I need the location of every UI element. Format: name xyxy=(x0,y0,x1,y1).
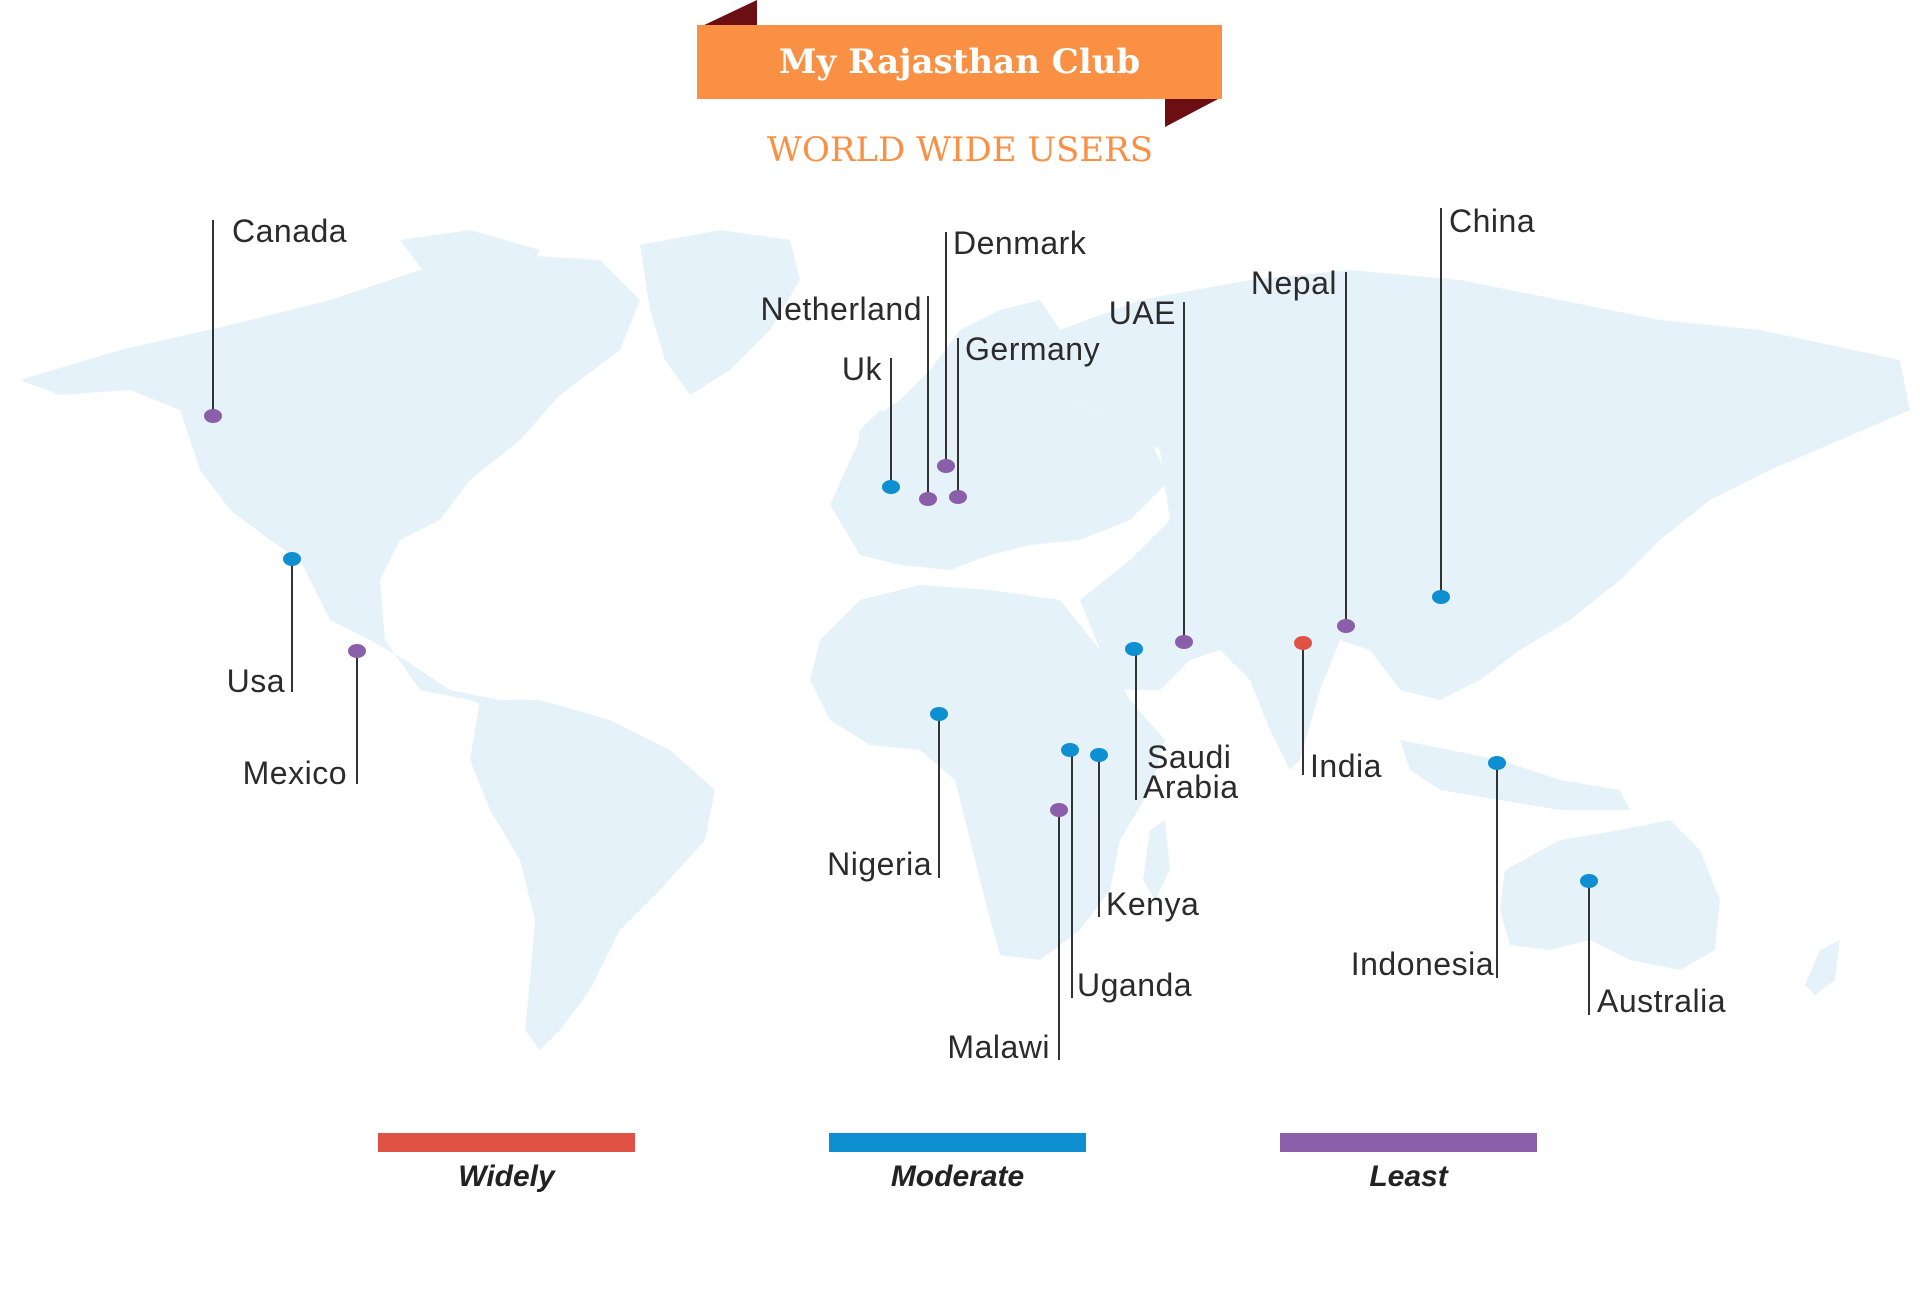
legend-label-moderate: Moderate xyxy=(890,1160,1025,1193)
marker-canada: Canada xyxy=(204,213,347,423)
banner-ribbon xyxy=(700,0,1220,127)
marker-uk: Uk xyxy=(842,351,900,494)
country-label: Malawi xyxy=(947,1029,1050,1065)
country-label: Canada xyxy=(232,213,347,249)
country-label: Uk xyxy=(842,351,883,387)
marker-uganda: Uganda xyxy=(1061,743,1192,1003)
marker-germany: Germany xyxy=(949,331,1100,504)
country-label: India xyxy=(1310,748,1382,784)
brand-title: My Rajasthan Club xyxy=(778,42,1141,82)
country-label: Germany xyxy=(965,331,1100,367)
australia-landmass xyxy=(1500,820,1720,970)
landmasses xyxy=(20,230,1910,1050)
indonesia-landmass xyxy=(1400,740,1630,810)
country-label: Usa xyxy=(227,663,285,699)
country-label: Indonesia xyxy=(1351,946,1494,982)
marker-dot-widely xyxy=(1294,636,1312,650)
country-label: Nigeria xyxy=(827,846,932,882)
marker-dot-moderate xyxy=(882,480,900,494)
marker-indonesia: Indonesia xyxy=(1351,756,1506,982)
legend-label-widely: Widely xyxy=(458,1160,555,1193)
marker-australia: Australia xyxy=(1580,874,1726,1019)
country-label: China xyxy=(1449,203,1535,239)
marker-dot-least xyxy=(1050,803,1068,817)
marker-dot-least xyxy=(204,409,222,423)
marker-dot-moderate xyxy=(1090,748,1108,762)
ribbon-fold-left xyxy=(700,0,757,27)
country-label: Netherland xyxy=(760,291,922,327)
uk-landmass xyxy=(855,410,900,480)
marker-dot-least xyxy=(1175,635,1193,649)
marker-dot-moderate xyxy=(283,552,301,566)
marker-dot-least xyxy=(1337,619,1355,633)
new-zealand-landmass xyxy=(1805,940,1840,995)
marker-dot-least xyxy=(919,492,937,506)
country-label: Kenya xyxy=(1106,886,1199,922)
marker-saudi-arabia: Saudi Arabia xyxy=(1125,642,1239,805)
marker-malawi: Malawi xyxy=(947,803,1068,1065)
country-label: Mexico xyxy=(243,755,347,791)
marker-dot-moderate xyxy=(1432,590,1450,604)
north-america-landmass xyxy=(20,255,640,720)
greenland-landmass xyxy=(640,230,800,395)
marker-dot-moderate xyxy=(1580,874,1598,888)
marker-dot-least xyxy=(937,459,955,473)
arctic-islands xyxy=(400,230,540,300)
marker-dot-least xyxy=(348,644,366,658)
country-label: UAE xyxy=(1109,295,1176,331)
marker-dot-moderate xyxy=(1125,642,1143,656)
country-label: Uganda xyxy=(1077,967,1192,1003)
marker-china: China xyxy=(1432,203,1535,604)
marker-dot-moderate xyxy=(1488,756,1506,770)
ribbon-fold-right xyxy=(1165,98,1220,127)
marker-kenya: Kenya xyxy=(1090,748,1199,922)
south-america-landmass xyxy=(470,700,715,1050)
brand-banner: My Rajasthan Club xyxy=(697,25,1222,99)
country-markers: Canada Usa Mexico Uk Netherland Denmark German… xyxy=(204,203,1726,1065)
marker-nepal: Nepal xyxy=(1251,265,1355,633)
marker-india: India xyxy=(1294,636,1382,784)
country-label: Saudi Arabia xyxy=(1143,739,1239,805)
page-subtitle: WORLD WIDE USERS xyxy=(767,130,1153,170)
asia-landmass xyxy=(1040,270,1910,770)
legend-swatch-least xyxy=(1280,1133,1537,1152)
country-label: Australia xyxy=(1597,983,1726,1019)
japan-landmass xyxy=(1600,490,1650,570)
madagascar-landmass xyxy=(1143,820,1170,900)
marker-uae: UAE xyxy=(1109,295,1193,649)
country-label: Denmark xyxy=(953,225,1087,261)
marker-denmark: Denmark xyxy=(937,225,1087,473)
marker-netherland: Netherland xyxy=(760,291,937,506)
marker-mexico: Mexico xyxy=(243,644,366,791)
marker-usa: Usa xyxy=(227,552,301,699)
marker-dot-least xyxy=(949,490,967,504)
legend-swatch-widely xyxy=(378,1133,635,1152)
europe-landmass xyxy=(830,300,1170,570)
legend-swatch-moderate xyxy=(829,1133,1086,1152)
marker-dot-moderate xyxy=(1061,743,1079,757)
country-label: Nepal xyxy=(1251,265,1337,301)
marker-nigeria: Nigeria xyxy=(827,707,948,882)
legend-label-least: Least xyxy=(1369,1160,1448,1193)
marker-dot-moderate xyxy=(930,707,948,721)
africa-landmass xyxy=(810,585,1165,960)
